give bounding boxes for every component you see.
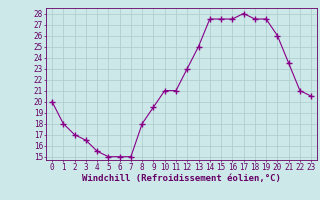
X-axis label: Windchill (Refroidissement éolien,°C): Windchill (Refroidissement éolien,°C) [82,174,281,183]
